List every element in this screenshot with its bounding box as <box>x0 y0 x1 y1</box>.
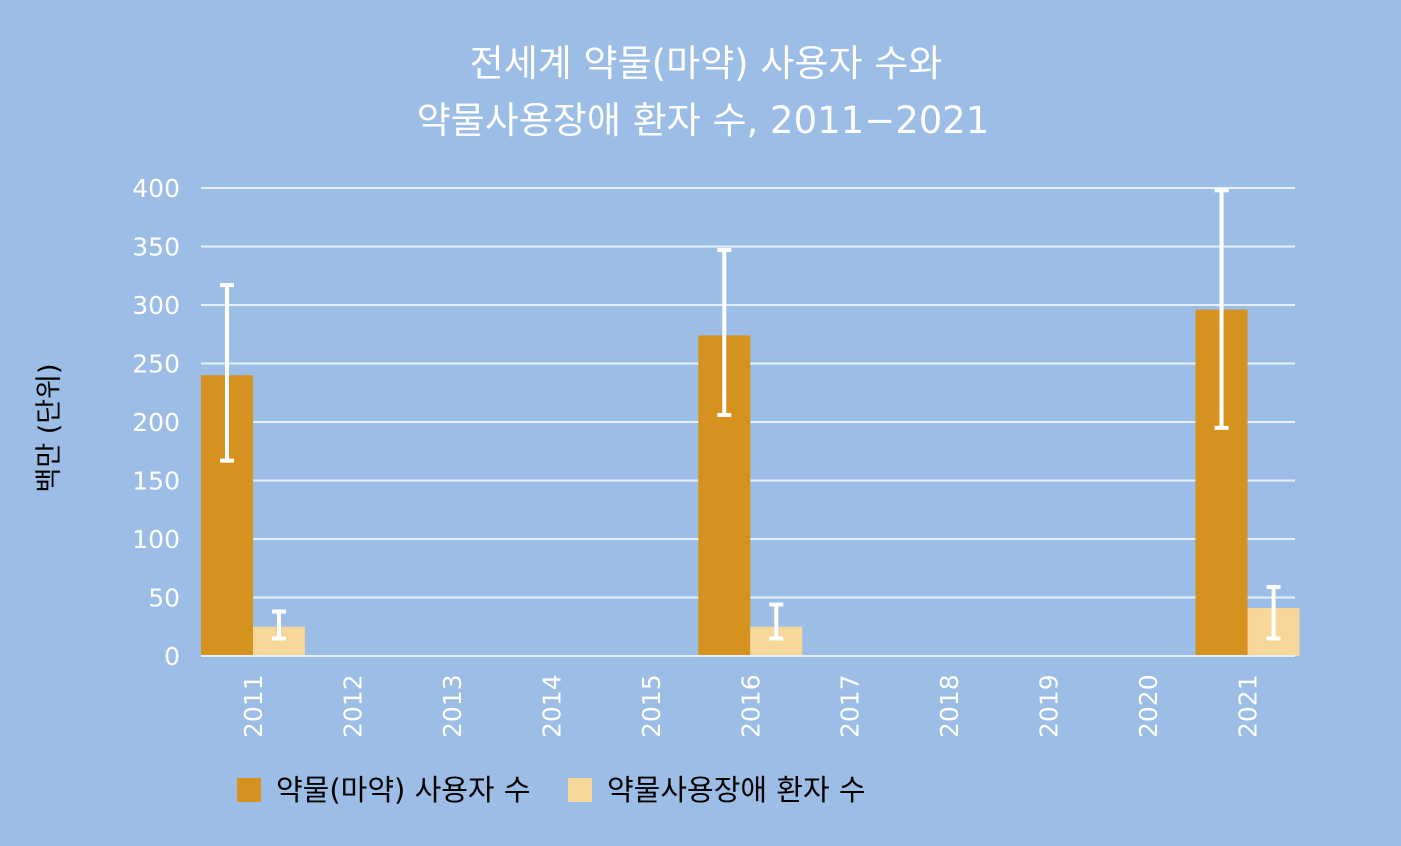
x-tick-label-2015: 2015 <box>637 674 666 738</box>
y-tick-label-50: 50 <box>148 584 180 613</box>
x-tick-label-2011: 2011 <box>239 674 268 738</box>
legend-swatch-users <box>237 778 261 802</box>
x-tick-label-2021: 2021 <box>1234 674 1263 738</box>
x-tick-label-2012: 2012 <box>338 674 367 738</box>
legend-label-users: 약물(마약) 사용자 수 <box>276 773 531 807</box>
x-tick-label-2017: 2017 <box>836 674 865 738</box>
y-axis-label: 백만 (단위) <box>34 363 65 492</box>
x-tick-label-2019: 2019 <box>1035 674 1064 738</box>
chart-title-line-2: 약물사용장애 환자 수, 2011−2021 <box>417 99 990 142</box>
x-tick-label-2014: 2014 <box>537 674 566 738</box>
y-tick-label-0: 0 <box>164 642 180 671</box>
x-tick-label-2018: 2018 <box>935 674 964 738</box>
x-tick-label-2020: 2020 <box>1134 674 1163 738</box>
error-bar-disorder-2011 <box>272 609 286 641</box>
x-tick-label-2013: 2013 <box>438 674 467 738</box>
y-tick-label-100: 100 <box>132 525 180 554</box>
bars <box>201 309 1300 656</box>
x-tick-label-2016: 2016 <box>736 674 765 738</box>
y-tick-label-200: 200 <box>132 408 180 437</box>
y-tick-label-250: 250 <box>132 350 180 379</box>
y-tick-label-300: 300 <box>132 291 180 320</box>
error-bars <box>220 188 1281 641</box>
chart-title-line-1: 전세계 약물(마약) 사용자 수와 <box>470 42 943 85</box>
error-bar-users-2021 <box>1214 188 1229 430</box>
y-tick-label-400: 400 <box>132 174 180 203</box>
legend-label-disorder: 약물사용장애 환자 수 <box>607 773 866 807</box>
chart-title: 전세계 약물(마약) 사용자 수와 약물사용장애 환자 수, 2011−2021 <box>417 42 990 142</box>
error-bar-users-2016 <box>717 248 732 417</box>
error-bar-disorder-2021 <box>1266 584 1281 641</box>
y-tick-label-150: 150 <box>132 467 180 496</box>
x-axis-ticks: 2011 2012 2013 2014 2015 2016 2017 2018 2019 2020… <box>239 674 1263 738</box>
legend-swatch-disorder <box>568 778 592 802</box>
y-axis-ticks: 0 50 100 150 200 250 300 350 400 <box>132 174 180 671</box>
legend: 약물(마약) 사용자 수 약물사용장애 환자 수 <box>237 773 866 807</box>
error-bar-users-2011 <box>220 283 234 463</box>
error-bar-disorder-2016 <box>769 602 784 641</box>
y-tick-label-350: 350 <box>132 233 180 262</box>
